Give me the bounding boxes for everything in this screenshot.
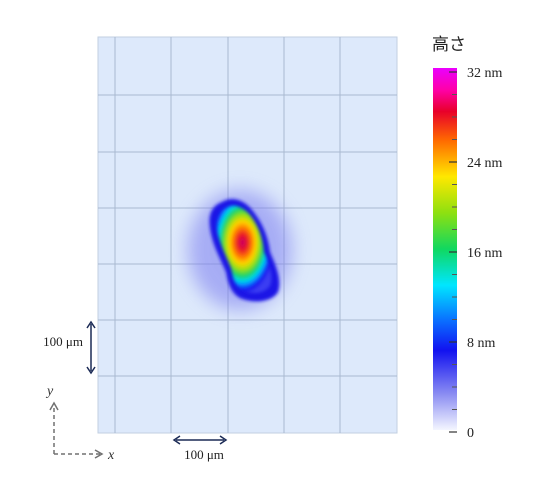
scale-bars: 100 μm 100 μm [43,320,228,462]
feature-core [216,205,272,294]
x-axis-label: x [107,448,115,463]
height-feature [188,190,292,310]
plot-area [97,36,398,434]
colorbar-tick-label-24: 24 nm [467,156,503,171]
vertical-scale-bar: 100 μm [43,320,96,375]
colorbar-ticks: 32 nm 24 nm 16 nm 8 nm 0 [449,66,503,441]
colorbar-tick-label-0: 0 [467,426,474,441]
colorbar: 高さ 32 nm 24 nm 16 nm 8 nm 0 [432,35,503,441]
colorbar-tick-label-16: 16 nm [467,246,503,261]
colorbar-tick-label-8: 8 nm [467,336,496,351]
y-axis-label: y [45,384,54,399]
horizontal-scale-label: 100 μm [184,447,224,462]
vertical-scale-label: 100 μm [43,334,83,349]
colorbar-gradient [433,68,457,430]
axis-indicator: y x [45,384,115,463]
colorbar-tick-label-32: 32 nm [467,66,503,81]
horizontal-scale-bar: 100 μm [172,435,228,462]
colorbar-title: 高さ [432,35,466,55]
